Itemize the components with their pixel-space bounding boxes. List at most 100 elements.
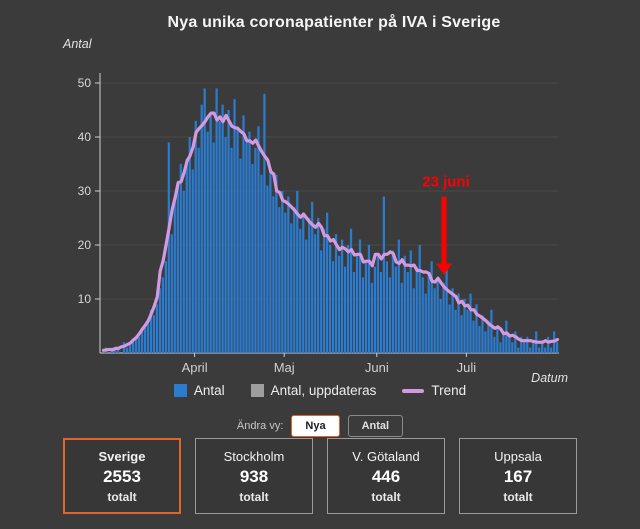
- chart-bar: [457, 293, 460, 353]
- chart-bar: [451, 288, 454, 353]
- chart-bar: [290, 223, 293, 353]
- chart-bar: [257, 126, 260, 353]
- chart-bar: [484, 331, 487, 353]
- chart-bar: [382, 196, 386, 353]
- chart-bar: [499, 342, 502, 353]
- chart-bar: [418, 245, 421, 353]
- region-total: 938: [239, 466, 269, 486]
- y-tick-label: 20: [78, 238, 92, 252]
- chart-bar: [254, 147, 257, 353]
- chart-bar: [146, 320, 150, 353]
- chart-bar: [173, 201, 176, 353]
- chart-bar: [517, 347, 520, 353]
- chart-bar: [454, 309, 457, 353]
- chart-bar: [143, 326, 147, 353]
- chart-bar: [412, 288, 415, 353]
- chart-bar: [137, 336, 141, 353]
- chart-bar: [460, 315, 463, 353]
- region-card-stockholm[interactable]: Stockholm 938 totalt: [195, 438, 313, 514]
- chart-bar: [164, 261, 167, 353]
- chart-bar: [287, 196, 290, 353]
- chart-bar: [487, 320, 490, 353]
- x-tick-label: Juni: [365, 360, 389, 375]
- chart-bar: [355, 255, 359, 353]
- chart-bar: [116, 347, 120, 353]
- y-tick-label: 10: [78, 292, 92, 306]
- chart-bar: [239, 158, 242, 353]
- chart-bar: [403, 255, 406, 353]
- region-card-uppsala[interactable]: Uppsala 167 totalt: [459, 438, 577, 514]
- chart-bar: [400, 282, 403, 353]
- region-unit: totalt: [239, 489, 269, 504]
- chart-bar: [305, 239, 308, 353]
- chart-bar: [323, 228, 326, 353]
- chart-bar: [532, 342, 535, 353]
- trend-line-swatch-icon: [402, 388, 425, 393]
- chart-bar: [194, 120, 197, 353]
- chart-bar: [260, 174, 263, 353]
- chart-bar: [200, 104, 203, 353]
- chart-bar: [442, 282, 445, 353]
- legend-item-trend[interactable]: Trend: [402, 383, 466, 398]
- chart-bar: [140, 331, 144, 353]
- chart-bar: [128, 342, 132, 353]
- chart-bar: [463, 299, 466, 353]
- region-name: Uppsala: [494, 448, 542, 464]
- chart-bar: [296, 191, 299, 353]
- chart-bar: [430, 261, 433, 353]
- region-card-v-gotaland[interactable]: V. Götaland 446 totalt: [327, 438, 445, 514]
- view-switch: Ändra vy: Nya Antal: [0, 415, 640, 437]
- chart-bar: [167, 142, 170, 353]
- chart-bar: [188, 137, 191, 353]
- region-card-sverige[interactable]: Sverige 2553 totalt: [63, 438, 181, 514]
- chart-bar: [329, 245, 332, 353]
- chart-bar: [511, 342, 514, 353]
- region-name: Sverige: [98, 448, 146, 464]
- y-tick-label: 30: [78, 184, 92, 198]
- x-tick-label: Maj: [274, 360, 295, 375]
- chart-bar: [529, 347, 532, 353]
- chart-bar: [161, 277, 164, 353]
- chart-bar: [496, 326, 499, 353]
- chart-bar: [556, 342, 559, 353]
- region-total: 446: [371, 466, 401, 486]
- chart-bar: [406, 272, 409, 353]
- view-option-nya[interactable]: Nya: [291, 415, 340, 437]
- chart-bar: [379, 272, 383, 353]
- y-axis-title: Antal: [63, 37, 92, 51]
- chart-bar: [131, 342, 135, 353]
- chart-bar: [320, 250, 323, 353]
- chart-bar: [278, 207, 281, 353]
- chart-bar: [397, 239, 400, 353]
- legend-item-antal-uppdateras[interactable]: Antal, uppdateras: [250, 383, 376, 398]
- chart-bar: [445, 266, 448, 353]
- chart-bar: [490, 309, 493, 353]
- chart-bar: [215, 88, 218, 354]
- x-axis-title: Datum: [531, 371, 568, 385]
- chart-bar: [448, 304, 451, 353]
- chart-bar: [155, 304, 158, 353]
- view-option-antal[interactable]: Antal: [347, 415, 404, 437]
- chart-bar: [358, 239, 362, 353]
- y-tick-label: 40: [78, 130, 92, 144]
- chart-bar: [245, 142, 248, 353]
- chart-bar: [502, 331, 505, 353]
- chart-bar: [311, 201, 314, 353]
- chart-bar: [212, 142, 215, 353]
- chart-bar: [436, 277, 439, 353]
- chart-bar: [326, 212, 329, 353]
- chart-bar: [493, 336, 496, 353]
- legend-item-antal[interactable]: Antal: [173, 383, 225, 398]
- chart-bar: [391, 250, 394, 353]
- chart-bar: [427, 272, 430, 353]
- chart-bar: [218, 120, 221, 353]
- chart-bar: [134, 336, 138, 353]
- chart-bar: [415, 266, 418, 353]
- chart-title: Nya unika coronapatienter på IVA i Sveri…: [167, 14, 501, 31]
- chart-bar: [221, 104, 224, 353]
- chart-bar: [182, 191, 185, 353]
- chart-bar: [149, 309, 153, 353]
- chart-bar: [466, 309, 469, 353]
- region-name: V. Götaland: [352, 448, 420, 464]
- chart-bar: [349, 228, 353, 353]
